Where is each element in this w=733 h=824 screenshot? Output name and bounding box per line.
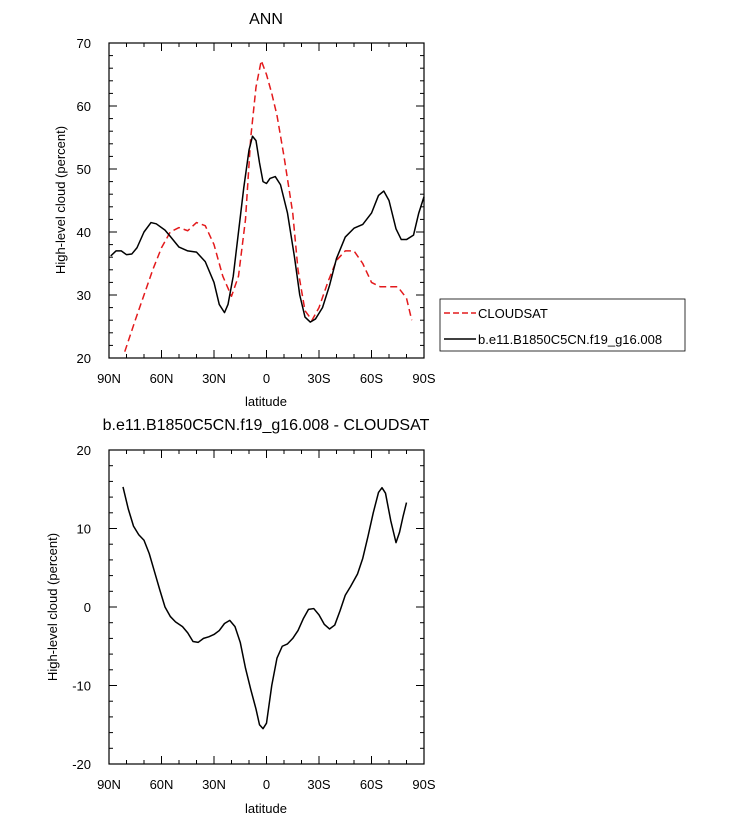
- bottom-x-tick-label: 90S: [412, 777, 435, 792]
- top-panel: ANN 20 30 40 50 60 70 90N 60N 30N 0 30S 60S 90S lati…: [53, 11, 436, 409]
- legend: CLOUDSAT b.e11.B1850C5CN.f19_g16.008: [439, 298, 686, 352]
- top-y-tick-label: 60: [77, 99, 91, 114]
- bottom-chart-title: b.e11.B1850C5CN.f19_g16.008 - CLOUDSAT: [103, 417, 430, 434]
- bottom-series-line-0: [122, 486, 408, 730]
- top-y-tick-label: 50: [77, 162, 91, 177]
- top-y-axis-label: High-level cloud (percent): [53, 126, 68, 274]
- bottom-y-tick-label: 20: [77, 443, 91, 458]
- top-y-tick-label: 20: [77, 351, 91, 366]
- bottom-axis-ticks: -20 -10 0 10 20 90N 60N 30N 0 30S 60S 90S: [72, 443, 436, 792]
- top-y-tick-label: 30: [77, 288, 91, 303]
- top-x-tick-label: 0: [263, 371, 270, 386]
- top-y-tick-label: 70: [77, 36, 91, 51]
- bottom-panel: b.e11.B1850C5CN.f19_g16.008 - CLOUDSAT -…: [45, 417, 436, 816]
- top-series-line-1: [110, 135, 425, 323]
- bottom-x-tick-label: 90N: [97, 777, 121, 792]
- bottom-x-tick-label: 30N: [202, 777, 226, 792]
- top-plot-frame: [108, 42, 425, 359]
- bottom-x-tick-label: 0: [263, 777, 270, 792]
- top-x-tick-label: 60S: [360, 371, 383, 386]
- bottom-x-tick-label: 60S: [360, 777, 383, 792]
- bottom-x-axis-label: latitude: [245, 801, 287, 816]
- top-series-line-0: [124, 59, 413, 352]
- top-x-tick-label: 30S: [307, 371, 330, 386]
- top-axis-ticks: 20 30 40 50 60 70 90N 60N 30N 0 30S 60S 90S: [77, 36, 436, 386]
- top-series-group: [110, 59, 425, 352]
- top-x-axis-label: latitude: [245, 394, 287, 409]
- legend-label-model: b.e11.B1850C5CN.f19_g16.008: [478, 332, 662, 347]
- top-x-tick-label: 90S: [412, 371, 435, 386]
- bottom-y-tick-label: -10: [72, 679, 91, 694]
- bottom-x-tick-label: 60N: [150, 777, 174, 792]
- bottom-series-group: [122, 486, 408, 730]
- bottom-plot-frame: [108, 449, 425, 765]
- legend-box: [439, 298, 686, 352]
- bottom-y-tick-label: 10: [77, 522, 91, 537]
- top-y-tick-label: 40: [77, 225, 91, 240]
- bottom-y-axis-label: High-level cloud (percent): [45, 533, 60, 681]
- top-x-tick-label: 60N: [150, 371, 174, 386]
- legend-label-cloudsat: CLOUDSAT: [478, 306, 548, 321]
- top-chart-title: ANN: [249, 11, 283, 28]
- bottom-y-tick-label: -20: [72, 757, 91, 772]
- top-x-tick-label: 90N: [97, 371, 121, 386]
- bottom-x-tick-label: 30S: [307, 777, 330, 792]
- bottom-y-tick-label: 0: [84, 600, 91, 615]
- top-x-tick-label: 30N: [202, 371, 226, 386]
